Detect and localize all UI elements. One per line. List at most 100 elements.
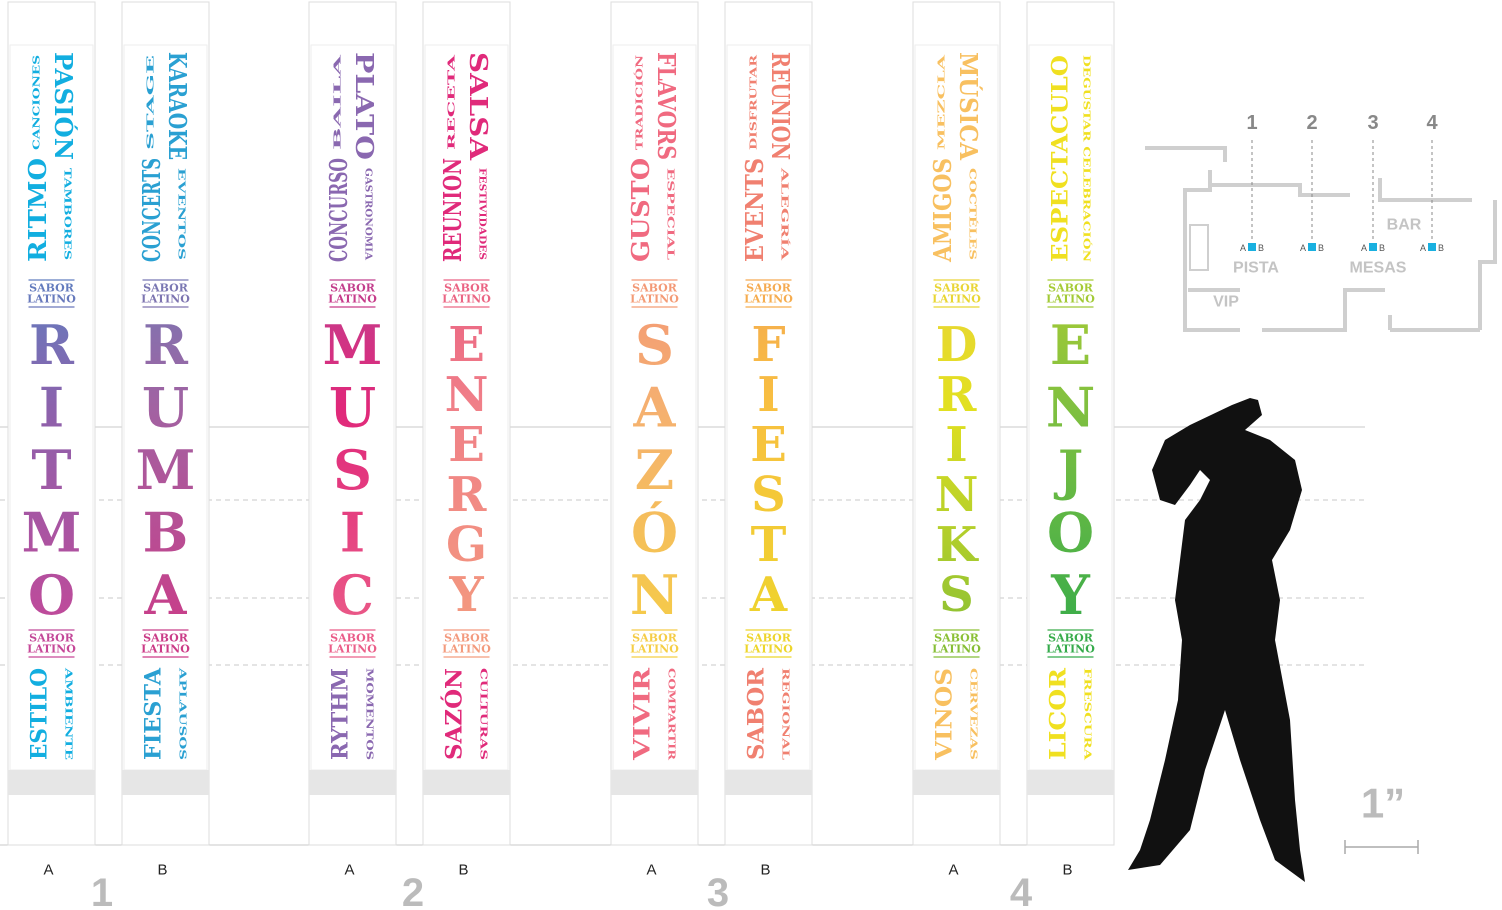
big-letter: O — [1047, 501, 1094, 565]
logo-text: SABOR — [444, 282, 490, 295]
small-word: CANCIONES — [33, 55, 43, 150]
side-label: A — [646, 862, 656, 879]
big-letter: I — [945, 417, 967, 473]
banner-print — [1028, 44, 1113, 771]
map-column: 2 — [1306, 112, 1317, 134]
big-word: LICOR — [1046, 667, 1072, 760]
big-letter: N — [445, 367, 489, 423]
map-area: BAR — [1387, 217, 1422, 234]
small-word: GASTRONOMIA — [363, 168, 373, 261]
small-word: ESPECIAL — [665, 168, 675, 261]
big-letter: Y — [1050, 563, 1091, 627]
small-word: TAMBORES — [62, 168, 72, 260]
logo-text: SABOR — [444, 632, 490, 645]
logo-text: SABOR — [746, 632, 792, 645]
side-label: A — [948, 862, 958, 879]
big-letter: Y — [448, 567, 484, 623]
big-letter: N — [935, 467, 979, 523]
map-area: VIP — [1213, 294, 1239, 311]
logo-text: LATINO — [1046, 643, 1095, 656]
small-word: COCTÉLES — [967, 168, 979, 260]
big-letter: J — [1054, 438, 1084, 502]
small-word: CULTURAS — [478, 668, 488, 760]
logo-text: LATINO — [442, 643, 491, 656]
big-word: ESTILO — [27, 668, 53, 760]
big-letter: D — [936, 317, 978, 373]
big-letter: G — [446, 517, 487, 573]
small-word: DISFRUTAR — [750, 54, 760, 150]
small-word: COMPARTIR — [666, 668, 676, 761]
small-word: AMBIENTE — [63, 666, 73, 760]
logo-text: SABOR — [29, 632, 75, 645]
banner-hem — [913, 770, 1000, 795]
logo-text: LATINO — [630, 643, 679, 656]
scale-bar — [1344, 840, 1419, 854]
banner: BAILACONCURSOPLATOGASTRONOMIASABORLATINO… — [308, 1, 397, 846]
big-letter: E — [750, 417, 787, 473]
big-word: PASIÓN — [49, 52, 78, 160]
banner-print — [726, 44, 811, 771]
banner: STAGECONCERTSKARAOKEEVENTOSSABORLATINOSA… — [121, 1, 210, 846]
big-letter: R — [29, 313, 75, 377]
logo-text: LATINO — [141, 293, 190, 306]
big-word: REUNION — [766, 52, 795, 160]
big-letter: S — [939, 567, 974, 623]
map-seat: B — [1438, 243, 1444, 253]
banner: CANCIONESRITMOPASIÓNTAMBORESSABORLATINOS… — [7, 1, 96, 846]
side-label: B — [458, 862, 468, 879]
map-seat: B — [1379, 243, 1385, 253]
logo-text: SABOR — [143, 632, 189, 645]
group-number: 3 — [707, 871, 729, 910]
group-number: 4 — [1010, 871, 1033, 910]
wall — [1145, 146, 1227, 162]
map-column: 3 — [1367, 112, 1378, 134]
big-letter: I — [39, 376, 64, 440]
banner-hem — [611, 770, 698, 795]
logo-text: SABOR — [143, 282, 189, 295]
big-word: REUNION — [438, 158, 467, 262]
big-word: CONCURSO — [324, 158, 353, 262]
group-number: 1 — [91, 871, 113, 910]
logo-text: SABOR — [1048, 632, 1094, 645]
small-word: FRESCURA — [1082, 668, 1092, 762]
logo-text: LATINO — [27, 293, 76, 306]
wall — [1189, 224, 1209, 271]
map-marker — [1248, 243, 1256, 251]
big-letter: E — [448, 417, 485, 473]
big-word: RYTHM — [328, 668, 354, 760]
map-seat: B — [1258, 243, 1264, 253]
big-letter: K — [936, 517, 980, 573]
group-number: 2 — [402, 871, 424, 910]
banner-print — [424, 44, 509, 771]
map-seat: A — [1420, 243, 1426, 253]
banner-print — [914, 44, 999, 771]
logo-text: LATINO — [932, 293, 981, 306]
logo-text: SABOR — [1048, 282, 1094, 295]
map-area: MESAS — [1350, 260, 1407, 277]
small-word: EVENTOS — [176, 168, 186, 260]
big-letter: B — [143, 501, 189, 565]
logo-text: SABOR — [746, 282, 792, 295]
banner-hem — [725, 770, 812, 795]
big-word: PLATO — [350, 52, 379, 160]
big-word: SALSA — [464, 52, 493, 160]
small-word: FESTIVIDADES — [477, 168, 487, 260]
logo-text: SABOR — [29, 282, 75, 295]
big-word: MÚSICA — [954, 52, 983, 160]
banner: MEZCLAAMIGOSMÚSICACOCTÉLESSABORLATINOSAB… — [912, 1, 1001, 846]
wall — [1478, 200, 1497, 330]
small-word: BAILA — [334, 52, 344, 150]
big-word: AMIGOS — [928, 158, 957, 263]
big-letter: M — [323, 313, 383, 377]
map-marker — [1369, 243, 1377, 251]
big-word: EVENTS — [740, 158, 769, 262]
big-word: FLAVORS — [652, 52, 681, 160]
big-letter: E — [1050, 313, 1091, 377]
big-letter: A — [749, 567, 788, 623]
map-area: PISTA — [1233, 260, 1279, 277]
banner: ESPECTACULO DEGUSTAR CELEBRACIÓNSABORLATI… — [1026, 1, 1115, 846]
big-word: GUSTO — [626, 158, 655, 262]
logo-text: SABOR — [330, 282, 376, 295]
banner-print — [310, 44, 395, 771]
